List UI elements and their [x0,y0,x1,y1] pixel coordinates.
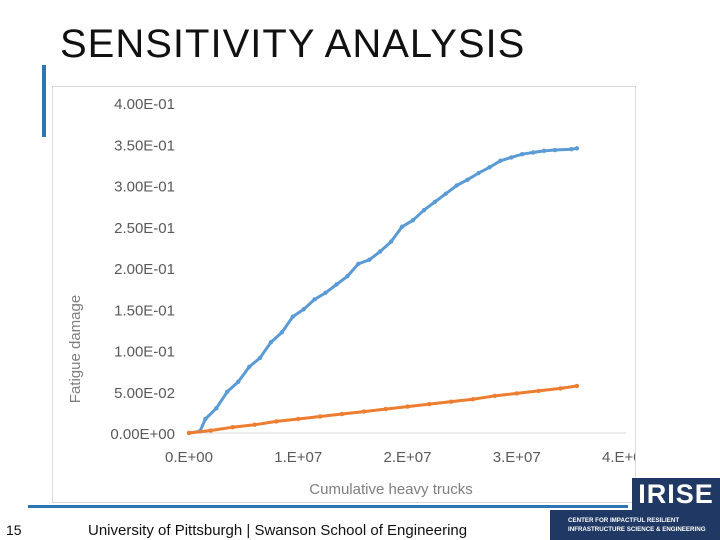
data-point [317,414,323,419]
data-point [290,314,295,319]
data-point [443,191,448,196]
data-point [345,274,350,279]
data-point [574,383,580,389]
data-point [225,389,230,394]
y-tick-label: 3.50E-01 [114,137,175,154]
footer-text: University of Pittsburgh | Swanson Schoo… [88,522,468,539]
series-2 [186,383,580,436]
data-point [334,282,339,287]
data-point [312,297,317,302]
x-tick-label: 4.E+07 [602,449,635,466]
data-point [569,147,574,152]
data-point [356,261,361,267]
data-point [476,170,481,176]
data-point [498,158,503,163]
data-point [252,422,257,427]
logo-subtitle-1: CENTER FOR IMPACTFUL RESILIENT [568,517,680,524]
data-point [432,199,438,205]
logo-subtitle-2: INFRASTRUCTURE SCIENCE & ENGINEERING [568,526,706,533]
data-point [470,396,476,402]
y-axis-label: Fatigue damage [67,295,84,403]
data-point [230,425,235,430]
fatigue-chart: 0.00E+00 5.00E-02 1.00E-01 1.50E-01 2.00E-01… [67,96,650,498]
data-point [552,147,558,153]
data-point [235,379,241,385]
data-point [339,411,345,417]
data-point [361,409,366,414]
data-point [296,416,301,422]
logo-bar: CENTER FOR IMPACTFUL RESILIENT INFRASTRU… [550,510,720,540]
y-tick-label: 1.00E-01 [114,344,175,361]
data-point [214,406,219,411]
data-point [536,388,541,394]
data-point [279,330,285,335]
data-point [268,340,274,345]
data-point [541,148,547,154]
data-point [509,155,514,160]
series-line [187,146,579,435]
data-point [203,416,208,422]
data-point [301,307,306,312]
chart-frame: 0.00E+00 5.00E-02 1.00E-01 1.50E-01 2.00E-01… [52,86,650,503]
data-point [421,208,427,213]
series-1 [186,146,580,436]
data-point [323,290,328,295]
x-tick-label: 3.E+07 [493,449,541,466]
data-point [383,406,388,412]
data-point [367,257,372,262]
x-axis-label: Cumulative heavy trucks [309,481,472,498]
data-point [449,399,454,404]
data-point [530,150,536,155]
y-tick-label: 3.00E-01 [114,179,175,196]
x-tick-label: 2.E+07 [384,449,432,466]
data-point [186,430,192,436]
data-point [377,249,383,254]
footer-divider [28,505,628,508]
data-point [520,151,525,157]
y-tick-label: 2.50E-01 [114,220,175,237]
data-point [574,146,580,151]
data-point [487,165,492,170]
page-number: 15 [6,522,22,538]
data-point [399,224,405,229]
irise-logo: IRISE CENTER FOR IMPACTFUL RESILIENT INF… [550,478,720,540]
data-point [405,404,410,409]
data-point [427,401,432,407]
y-tick-label: 5.00E-02 [114,385,175,402]
slide-title: SENSITIVITY ANALYSIS [60,22,526,66]
y-tick-label: 0.00E+00 [110,426,175,443]
x-tick-label: 0.E+00 [165,449,213,466]
data-point [410,217,416,223]
data-point [558,386,563,391]
data-point [454,183,459,188]
data-point [246,364,252,370]
y-tick-label: 1.50E-01 [114,302,175,319]
title-accent-bar [42,65,46,137]
logo-title: IRISE [632,478,720,510]
data-point [465,177,470,182]
data-point [388,239,394,244]
data-point [274,419,279,424]
y-tick-label: 2.00E-01 [114,261,175,278]
y-tick-label: 4.00E-01 [114,96,175,113]
data-point [257,355,263,361]
data-point [492,393,498,399]
x-tick-label: 1.E+07 [274,449,322,466]
data-point [514,391,519,396]
data-point [208,428,214,433]
